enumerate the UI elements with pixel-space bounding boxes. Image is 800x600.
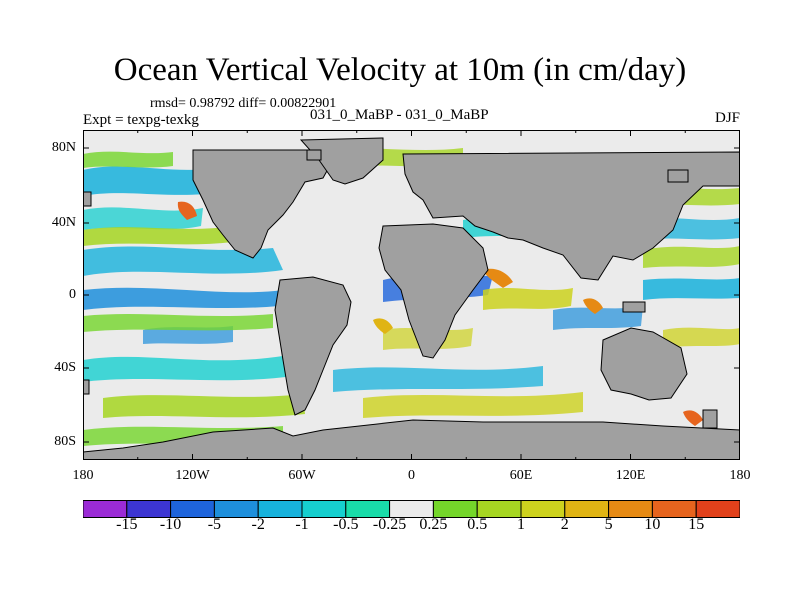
colorbar-label: -2: [251, 516, 265, 533]
land-island-1: [83, 191, 92, 207]
colorbar-swatch: [257, 500, 303, 518]
x-tick-label: 180: [729, 468, 751, 483]
land-island-3: [702, 409, 718, 429]
colorbar-label: -15: [116, 516, 138, 533]
x-tick-label: 120W: [175, 468, 210, 483]
colorbar-swatch: [564, 500, 610, 518]
colorbar-swatch: [345, 500, 391, 518]
map-plot: [83, 130, 740, 460]
colorbar-label: -5: [207, 516, 222, 533]
x-tick-label: 120E: [615, 468, 646, 483]
chart-title: Ocean Vertical Velocity at 10m (in cm/da…: [113, 52, 687, 88]
colorbar-swatch: [476, 500, 522, 518]
colorbar: [83, 500, 740, 518]
x-tick-label: 180: [72, 468, 94, 483]
colorbar-label: -0.5: [333, 516, 359, 533]
colorbar-label: -0.25: [372, 516, 407, 533]
y-tick-label: 40N: [51, 215, 76, 230]
land-south-america: [274, 276, 352, 416]
x-tick-label: 0: [408, 468, 415, 483]
colorbar-label: 0.25: [419, 516, 448, 533]
x-tick-label: 60E: [509, 468, 533, 483]
land-masses: [83, 137, 740, 460]
colorbar-label: -1: [295, 516, 309, 533]
y-tick-label: 80N: [51, 140, 76, 155]
colorbar-label: 2: [560, 516, 569, 533]
land-island-2: [83, 379, 90, 395]
colorbar-swatch: [126, 500, 172, 518]
land-australia: [600, 327, 688, 401]
colorbar-swatch: [213, 500, 259, 518]
x-tick-label: 60W: [288, 468, 316, 483]
y-tick-label: 0: [69, 287, 76, 302]
y-tick-label: 80S: [54, 434, 76, 449]
land-africa: [378, 223, 489, 359]
land-antarctica: [83, 419, 740, 460]
colorbar-label: 5: [604, 516, 613, 533]
colorbar-swatch: [389, 500, 434, 518]
y-tick-label: 40S: [54, 360, 76, 375]
colorbar-swatch: [608, 500, 653, 518]
colorbar-swatch: [651, 500, 697, 518]
experiment-label: Expt = texpg-texkg: [83, 112, 199, 128]
land-island-5: [622, 301, 646, 313]
colorbar-swatch: [301, 500, 347, 518]
colorbar-swatch: [520, 500, 566, 518]
axis-ticks: [83, 130, 740, 460]
land-island-4: [667, 169, 689, 183]
colorbar-swatch: [695, 500, 740, 518]
colorbar-swatch: [83, 500, 128, 518]
colorbar-label: 10: [644, 516, 661, 533]
colorbar-label: 1: [517, 516, 525, 533]
colorbar-swatch: [432, 500, 478, 518]
case-label: 031_0_MaBP - 031_0_MaBP: [310, 107, 489, 123]
season-label: DJF: [714, 110, 740, 126]
land-eurasia: [402, 151, 740, 281]
land-island-6: [306, 149, 322, 161]
colorbar-label: 15: [688, 516, 705, 533]
colorbar-label: -10: [159, 516, 182, 533]
stats-text: rmsd= 0.98792 diff= 0.00822901: [150, 96, 337, 111]
colorbar-swatch: [170, 500, 215, 518]
colorbar-label: 0.5: [467, 516, 488, 533]
